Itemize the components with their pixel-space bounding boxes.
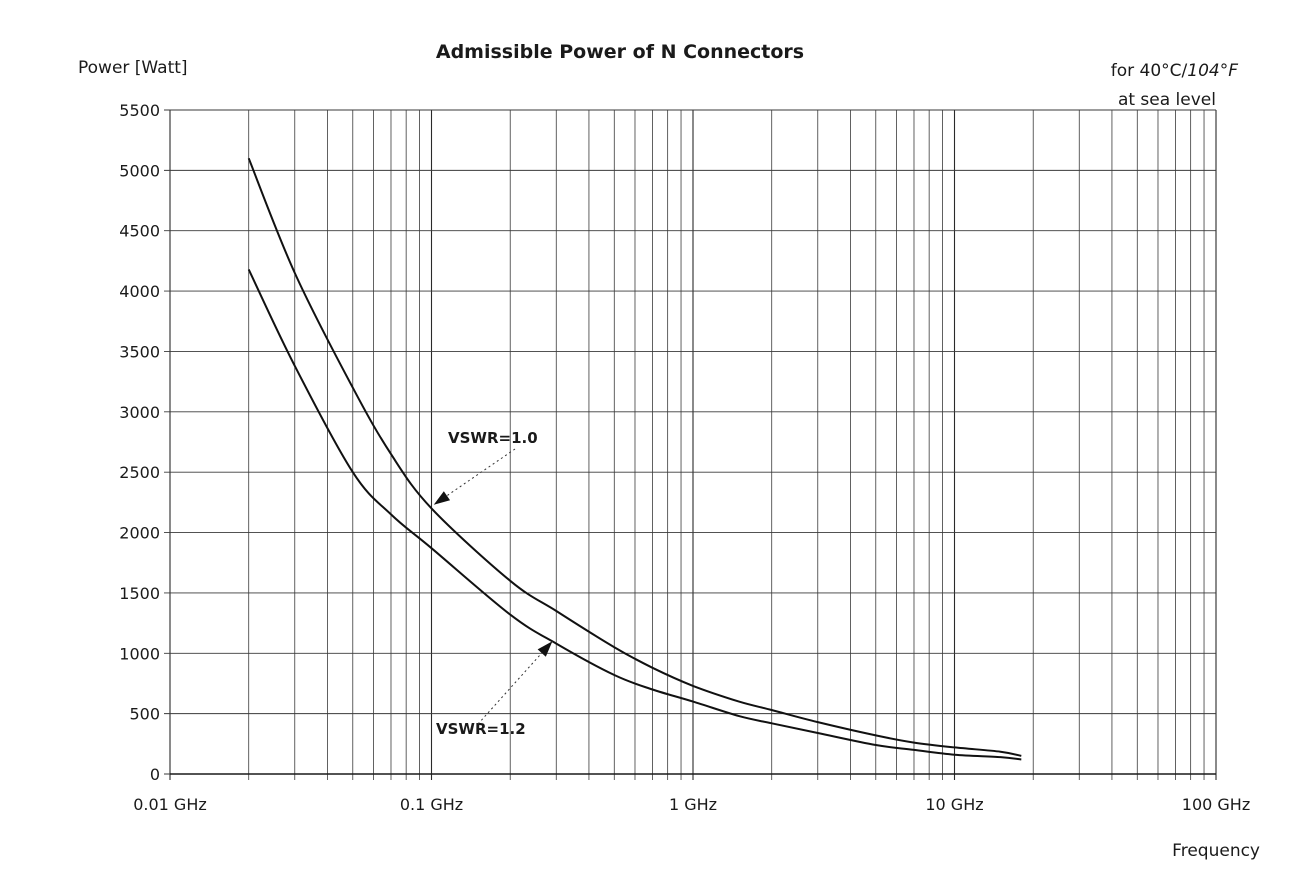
y-tick-label: 2500 [119,463,160,482]
axes: 0 500 1000 1500 2000 2500 3000 3500 4000 4500 5000… [119,101,1250,814]
series-line-vswr-1-0 [247,157,1022,757]
y-tick-label: 3500 [119,342,160,361]
y-tick-label: 1500 [119,584,160,603]
chart-title: Admissible Power of N Connectors [436,41,804,63]
annotations: VSWR=1.0 VSWR=1.2 [433,429,553,738]
x-tick-label: 10 GHz [925,795,983,814]
series-line-vswr-1-2 [247,268,1022,761]
legend-vswr-1-0-arrow [433,491,451,505]
condition-note: for 40°C/104°F [1111,61,1238,81]
y-tick-label: 0 [150,765,160,784]
legend-label-vswr-1-0: VSWR=1.0 [448,429,538,447]
legend-vswr-1-0-leader [433,448,516,506]
y-tick-label: 500 [129,705,160,724]
condition-note-temp-f: 104°F [1187,61,1238,81]
y-tick-label: 4000 [119,282,160,301]
y-axis-label: Power [Watt] [78,58,188,78]
x-tick-label: 1 GHz [669,795,717,814]
y-tick-label: 2000 [119,524,160,543]
condition-note-temp: for 40°C/ [1111,61,1188,81]
y-tick-label: 1000 [119,644,160,663]
x-tick-label: 0.1 GHz [400,795,463,814]
x-tick-label: 100 GHz [1182,795,1250,814]
y-tick-label: 3000 [119,403,160,422]
grid [164,109,1217,780]
x-axis-label: Frequency [1172,841,1260,861]
x-tick-label: 0.01 GHz [133,795,207,814]
series-layer [247,157,1022,761]
y-tick-label: 5000 [119,161,160,180]
y-tick-label: 5500 [119,101,160,120]
legend-vswr-1-2-leader [477,640,553,725]
legend-vswr-1-2-arrow [537,641,553,657]
legend-label-vswr-1-2: VSWR=1.2 [436,720,526,738]
condition-note-altitude: at sea level [1118,90,1216,110]
y-tick-label: 4500 [119,222,160,241]
